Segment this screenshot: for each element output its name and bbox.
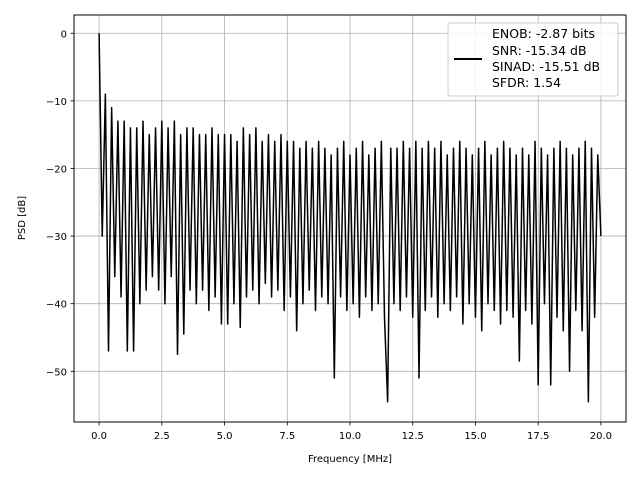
x-tick-label: 12.5 (402, 431, 424, 442)
y-tick-label: −10 (46, 97, 67, 108)
legend-snr: SNR: -15.34 dB (492, 43, 587, 58)
legend-enob: ENOB: -2.87 bits (492, 26, 595, 41)
legend-box (447, 22, 619, 97)
y-tick-label: −20 (46, 164, 67, 175)
x-tick-label: 2.5 (154, 431, 170, 442)
legend-sfdr: SFDR: 1.54 (492, 75, 561, 90)
legend-sinad: SINAD: -15.51 dB (492, 59, 600, 74)
y-axis-label: PSD [dB] (17, 196, 28, 240)
legend: ENOB: -2.87 bits SNR: -15.34 dB SINAD: -… (447, 22, 619, 97)
x-tick-label: 0.0 (91, 431, 107, 442)
plot-area (98, 33, 602, 403)
x-tick-label: 7.5 (279, 431, 295, 442)
x-tick-label: 15.0 (464, 431, 486, 442)
x-tick-label: 20.0 (590, 431, 612, 442)
x-axis-label: Frequency [MHz] (308, 454, 392, 465)
y-tick-label: 0 (61, 29, 67, 40)
y-tick-label: −50 (46, 367, 67, 378)
x-tick-label: 17.5 (527, 431, 549, 442)
x-tick-label: 5.0 (217, 431, 233, 442)
y-tick-label: −30 (46, 232, 67, 243)
y-tick-label: −40 (46, 300, 67, 311)
psd-series-line (98, 33, 602, 403)
ticks: 0.0 2.5 5.0 7.5 10.0 12.5 15.0 17.5 20.0 0 −10 −20 −… (46, 29, 612, 442)
x-tick-label: 10.0 (339, 431, 361, 442)
